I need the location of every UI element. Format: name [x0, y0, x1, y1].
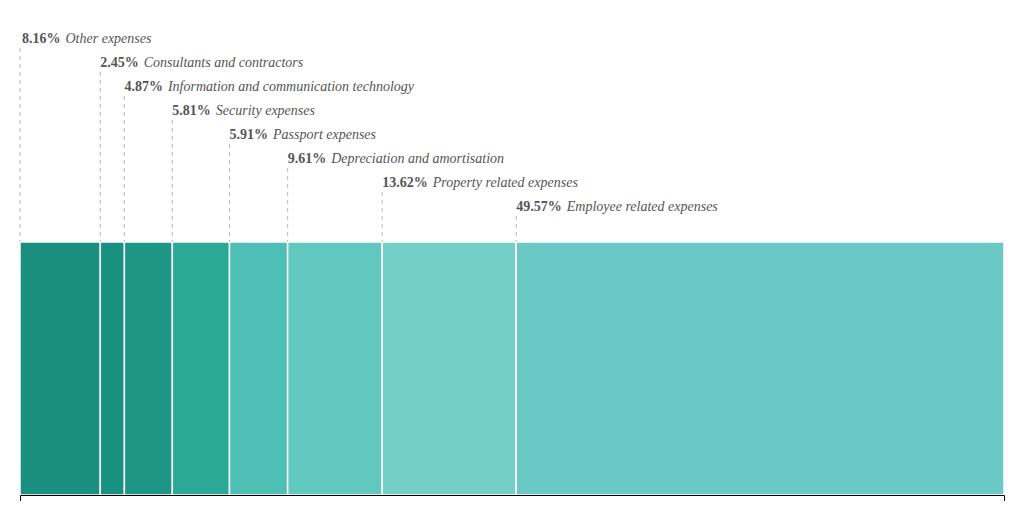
value-label: 13.62% [382, 175, 428, 190]
category-label: Employee related expenses [566, 199, 719, 214]
value-label: 9.61% [288, 151, 327, 166]
data-label: 13.62% Property related expenses [382, 175, 578, 190]
category-label: Consultants and contractors [144, 55, 304, 70]
leader-line [124, 96, 125, 242]
chart: 8.16% Other expenses 2.45% Consultants and … [0, 0, 1024, 531]
data-label: 5.91% Passport expenses [229, 127, 376, 142]
data-label: 2.45% Consultants and contractors [100, 55, 304, 70]
bar-segment [100, 242, 124, 495]
value-label: 4.87% [124, 79, 163, 94]
bar-segment [288, 242, 383, 495]
data-labels: 8.16% Other expenses 2.45% Consultants and … [20, 31, 718, 242]
category-label: Security expenses [216, 103, 316, 118]
value-label: 5.81% [172, 103, 211, 118]
bar-segment [20, 242, 100, 495]
category-label: Property related expenses [432, 175, 579, 190]
category-label: Other expenses [66, 31, 152, 46]
category-label: Depreciation and amortisation [330, 151, 504, 166]
bar-segment [124, 242, 172, 495]
value-label: 2.45% [100, 55, 139, 70]
value-label: 49.57% [516, 199, 562, 214]
axis-line [21, 496, 1005, 502]
category-label: Information and communication technology [167, 79, 415, 94]
bar-segment [382, 242, 516, 495]
leader-line [229, 144, 230, 242]
leader-line [20, 48, 21, 242]
x-axis [21, 496, 1005, 502]
data-label: 8.16% Other expenses [22, 31, 152, 46]
data-label: 9.61%Depreciation and amortisation [288, 151, 504, 166]
leader-line [172, 120, 173, 242]
leader-line [382, 192, 383, 242]
leader-line [516, 216, 517, 242]
value-label: 5.91% [229, 127, 267, 142]
leader-line [100, 72, 101, 242]
data-label: 4.87% Information and communication techn… [124, 79, 414, 94]
bar-segment [172, 242, 229, 495]
value-label: 8.16% [22, 31, 61, 46]
bar-segment [516, 242, 1004, 495]
category-label: Passport expenses [272, 127, 377, 142]
data-label: 49.57% Employee related expenses [516, 199, 718, 214]
leader-line [287, 168, 288, 242]
data-label: 5.81% Security expenses [172, 103, 315, 118]
plot-area [20, 242, 1004, 495]
bar-segment [229, 242, 287, 495]
